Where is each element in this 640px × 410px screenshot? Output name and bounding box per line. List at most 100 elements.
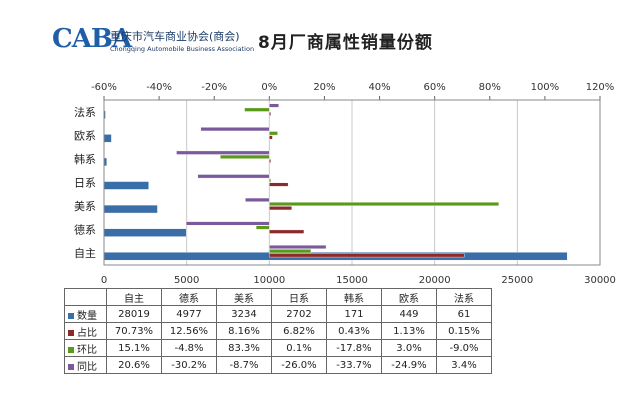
category-label: 美系 [74,200,96,213]
bar-自主-占比 [269,253,465,258]
table-cell: 83.3% [216,339,272,357]
table-cell: 449 [381,305,437,323]
table-header-cell: 自主 [106,288,162,306]
table-cell: 61 [436,305,492,323]
bar-美系-环比 [269,202,500,207]
table-cell: -8.7% [216,356,272,374]
table-cell: 171 [326,305,382,323]
bar-法系-环比 [244,107,270,112]
table-cell: 12.56% [161,322,217,340]
legend-swatch-mom [68,346,74,353]
table-cell: 3234 [216,305,272,323]
row-label: 环比 [64,339,107,357]
bar-美系-占比 [269,206,293,211]
bottom-axis-tick-label: 25000 [501,275,533,286]
bar-德系-数量 [103,228,187,237]
chart-title: 8月厂商属性销量份额 [258,33,433,53]
legend-swatch-count [68,312,74,319]
bar-欧系-同比 [200,127,270,132]
bar-欧系-环比 [269,131,278,136]
table-cell: -9.0% [436,339,492,357]
bar-德系-同比 [185,221,270,226]
top-axis-tick-label: 100% [531,82,560,93]
bar-德系-环比 [255,225,270,230]
table-cell: -33.7% [326,356,382,374]
bar-韩系-占比 [269,158,272,163]
bar-自主-同比 [269,245,327,250]
table-row: 占比 70.73% 12.56% 8.16% 6.82% 0.43% 1.13%… [64,322,492,340]
bar-日系-同比 [197,174,270,179]
table-header-cell: 美系 [216,288,272,306]
bar-法系-同比 [269,103,279,108]
bar-德系-占比 [269,229,305,234]
logo-mark: CABA [52,24,132,54]
bar-日系-占比 [269,182,289,187]
bottom-axis-tick-label: 10000 [253,275,285,286]
table-header-row: 自主 德系 美系 日系 韩系 欧系 法系 [64,288,492,306]
table-cell: 0.43% [326,322,382,340]
table-header-cell: 法系 [436,288,492,306]
table-cell: 4977 [161,305,217,323]
bar-自主-环比 [269,249,312,254]
bar-日系-环比 [269,178,272,183]
table-header-cell: 日系 [271,288,327,306]
bottom-axis-tick-label: 15000 [336,275,368,286]
table-cell: -30.2% [161,356,217,374]
top-axis-tick-label: 80% [479,82,501,93]
bar-韩系-同比 [176,150,270,155]
bar-美系-数量 [103,204,158,214]
table-header-cell: 德系 [161,288,217,306]
top-axis-tick-label: 40% [368,82,390,93]
legend-swatch-yoy [68,363,74,370]
bar-欧系-占比 [269,135,273,140]
bar-法系-占比 [269,111,272,116]
category-label: 欧系 [74,129,96,142]
top-axis-tick-label: -40% [146,82,172,93]
table-cell: 1.13% [381,322,437,340]
row-label: 数量 [64,305,107,323]
category-label: 韩系 [74,152,96,166]
table-row: 环比 15.1% -4.8% 83.3% 0.1% -17.8% 3.0% -9… [64,339,492,357]
bar-韩系-环比 [220,154,270,159]
top-axis-tick-label: 20% [313,82,335,93]
category-label: 自主 [74,247,96,260]
table-cell: 0.15% [436,322,492,340]
table-row: 数量 28019 4977 3234 2702 171 449 61 [64,305,492,323]
table-cell: 28019 [106,305,162,323]
table-cell: -24.9% [381,356,437,374]
table-cell: 8.16% [216,322,272,340]
table-cell: -26.0% [271,356,327,374]
bottom-axis-tick-label: 20000 [419,275,451,286]
plot-frame [103,99,601,266]
table-cell: 70.73% [106,322,162,340]
row-label: 占比 [64,322,107,340]
top-axis-tick-label: 120% [586,82,615,93]
association-logo: CABA 重庆市汽车商业协会(商会) Chongqing Automobile … [52,24,254,60]
top-axis-tick-label: 0% [261,82,277,93]
bottom-axis-tick-label: 5000 [174,275,199,286]
bar-chart: -60% -40% -20% 0% 20% 40% 60% 80% 100% 120% 0 5000 1… [74,82,616,286]
table-cell: 20.6% [106,356,162,374]
bar-欧系-数量 [103,134,112,143]
category-label: 日系 [74,177,96,190]
table-cell: 2702 [271,305,327,323]
legend-swatch-share [68,329,74,336]
category-label: 德系 [74,223,96,237]
top-axis-tick-label: 60% [424,82,446,93]
table-header-cell: 欧系 [381,288,437,306]
category-label: 法系 [74,105,96,119]
table-row: 同比 20.6% -30.2% -8.7% -26.0% -33.7% -24.… [64,356,492,374]
table-cell: 6.82% [271,322,327,340]
table-cell: 15.1% [106,339,162,357]
table-header-cell [64,288,107,306]
bottom-axis-tick-label: 0 [101,275,107,286]
top-axis-tick-label: -20% [201,82,227,93]
logo-name-cn: 重庆市汽车商业协会(商会) [110,30,240,43]
table-cell: 3.4% [436,356,492,374]
bar-美系-同比 [245,197,270,202]
logo-name-en: Chongqing Automobile Business Associatio… [110,45,255,53]
table-cell: 0.1% [271,339,327,357]
bottom-axis-tick-label: 30000 [584,275,616,286]
row-label: 同比 [64,356,107,374]
top-axis-tick-label: -60% [91,82,117,93]
